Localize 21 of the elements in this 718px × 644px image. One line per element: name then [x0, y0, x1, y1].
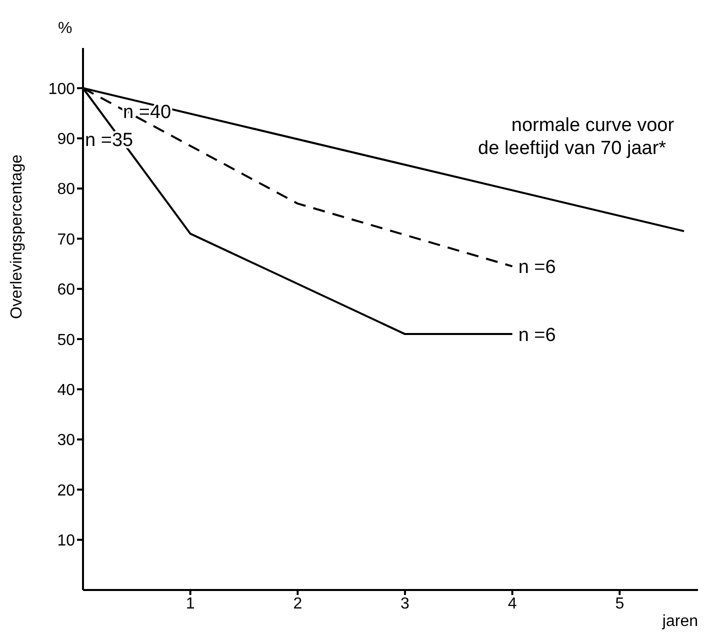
x-tick-label: 2 — [293, 595, 302, 612]
y-tick-label: 30 — [57, 432, 76, 450]
x-axis-title: jaren — [661, 613, 698, 630]
annotation: n =6 — [518, 257, 556, 278]
series-label: normale curve voor de leeftijd van 70 jaar* — [478, 115, 675, 160]
x-tick-label: 4 — [508, 595, 517, 612]
y-tick-label: 40 — [57, 382, 76, 399]
y-axis-title: Overlevingspercentage — [8, 154, 26, 319]
y-tick-label: 10 — [57, 532, 76, 550]
y-tick-label: 70 — [57, 231, 76, 248]
y-tick-label: 90 — [57, 131, 76, 148]
y-tick-label: 60 — [57, 282, 76, 299]
text: % — [58, 20, 72, 38]
x-tick-label: 5 — [615, 595, 624, 612]
y-tick-label: 50 — [57, 332, 76, 349]
y-tick-label: 20 — [57, 482, 76, 500]
y-tick-label: 80 — [57, 181, 76, 198]
y-tick-label: 100 — [48, 80, 76, 98]
annotation: n =6 — [518, 324, 556, 346]
x-tick-label: 3 — [400, 595, 410, 612]
x-tick-label: 1 — [186, 595, 195, 612]
